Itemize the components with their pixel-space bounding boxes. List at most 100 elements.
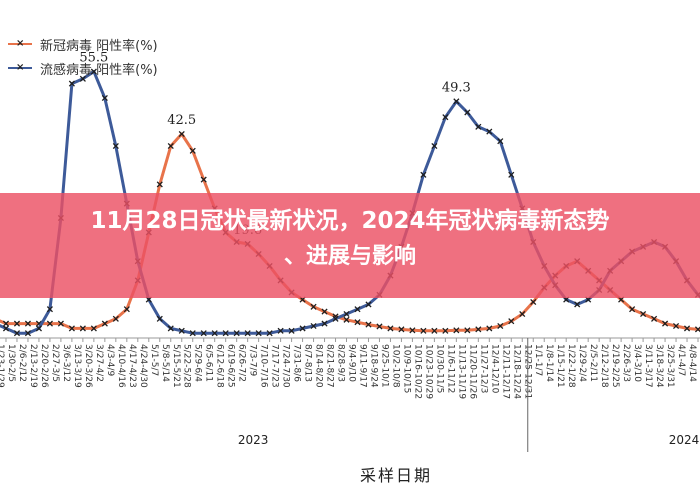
series-1-point [244, 330, 251, 337]
series-0-point [442, 327, 449, 334]
series-1-point [574, 301, 581, 308]
series-0-point [464, 327, 471, 334]
x-tick-label: 10/16-10/22 [412, 344, 422, 399]
x-tick-label: 9/18-9/24 [368, 344, 378, 388]
legend-label-covid: 新冠病毒 阳性率(%) [40, 38, 158, 54]
series-1-point [299, 325, 306, 332]
x-tick-label: 10/23-10/29 [423, 344, 433, 399]
x-tick-label: 1/1-1/7 [533, 344, 543, 376]
series-0-point [453, 327, 460, 334]
x-tick-label: 7/24-7/30 [281, 344, 291, 388]
data-label: 49.3 [442, 80, 471, 95]
series-0-point [2, 320, 10, 327]
series-1-point [332, 315, 339, 322]
x-tick-label: 11/6-11/12 [445, 344, 455, 393]
series-0-point [321, 308, 328, 315]
x-tick-label: 3/6-3/12 [61, 344, 71, 382]
series-0-point [672, 322, 680, 330]
series-0-point [431, 327, 438, 334]
series-1-point [13, 330, 21, 337]
x-tick-label: 2/20-2/26 [39, 344, 49, 388]
x-tick-label: 1/23-1/29 [0, 344, 5, 388]
series-1-point [508, 171, 515, 178]
x-tick-label: 10/30-11/5 [434, 344, 444, 393]
series-0-point [13, 320, 21, 327]
x-tick-label: 10/2-10/8 [390, 344, 400, 388]
x-tick-label: 2/5-2/11 [588, 344, 598, 382]
x-tick-label: 7/10-7/16 [259, 344, 269, 388]
series-1-point [354, 306, 361, 313]
chart-legend: × 新冠病毒 阳性率(%) × 流感病毒 阳性率(%) [8, 32, 158, 80]
x-tick-label: 2/13-2/19 [28, 344, 38, 388]
series-1-point [112, 142, 119, 150]
legend-item-covid: × 新冠病毒 阳性率(%) [8, 32, 158, 56]
series-1-point [321, 320, 328, 327]
series-0-point [200, 176, 207, 183]
series-0-point [475, 326, 482, 333]
year-label-2024: 2024 [669, 433, 700, 447]
x-tick-label: 5/29-6/4 [193, 344, 203, 382]
x-tick-label: 11/20-11/26 [467, 344, 477, 399]
series-0-point [24, 320, 32, 327]
series-1-point [24, 330, 32, 337]
x-tick-label: 3/18-3/24 [654, 344, 664, 388]
x-tick-label: 5/15-5/21 [171, 344, 181, 388]
legend-swatch-flu: × [8, 63, 32, 73]
x-tick-label: 11/27-12/3 [478, 344, 488, 393]
series-1-point [310, 322, 317, 330]
x-tick-label: 8/21-8/27 [325, 344, 335, 388]
x-tick-label: 5/1-5/7 [149, 344, 159, 376]
x-tick-label: 4/15-4/21 [698, 344, 700, 388]
x-tick-label: 4/8-4/14 [687, 344, 697, 382]
data-label: 42.5 [167, 113, 196, 128]
series-0-point [101, 320, 108, 327]
series-1-point [200, 330, 207, 337]
series-0-point [651, 315, 658, 322]
series-0-point [519, 310, 526, 318]
x-tick-label: 12/18-12/24 [511, 344, 521, 399]
x-tick-label: 7/31-8/6 [292, 344, 302, 382]
x-tick-label: 9/11-9/17 [357, 344, 367, 388]
x-tick-label: 2/12-2/18 [599, 344, 609, 388]
x-tick-label: 6/12-6/18 [215, 344, 225, 388]
series-1-point [464, 109, 471, 116]
x-tick-label: 9/4-9/10 [347, 344, 357, 382]
x-tick-label: 9/25-10/1 [379, 344, 389, 388]
series-1-point [343, 310, 350, 318]
series-0-point [46, 320, 53, 327]
series-0-point [189, 147, 196, 154]
series-0-point [420, 327, 427, 334]
x-tick-label: 6/19-6/25 [226, 344, 236, 388]
series-0-point [112, 315, 119, 322]
legend-item-flu: × 流感病毒 阳性率(%) [8, 56, 158, 80]
series-1-point [211, 330, 218, 337]
data-label: 55.5 [79, 51, 108, 66]
series-0-point [57, 320, 64, 327]
series-0-point [167, 142, 174, 150]
x-tick-label: 1/29-2/4 [577, 344, 587, 382]
series-1-point [431, 142, 438, 150]
x-tick-label: 8/28-9/3 [336, 344, 346, 382]
x-tick-label: 10/9-10/15 [401, 344, 411, 393]
series-1-point [233, 330, 240, 337]
series-1-point [266, 330, 273, 337]
x-tick-label: 1/22-1/28 [566, 344, 576, 388]
series-1-point [178, 327, 185, 334]
series-1-point [288, 327, 295, 334]
series-0-point [123, 306, 130, 313]
x-tick-label: 6/26-7/2 [237, 344, 247, 382]
series-1-point [365, 301, 372, 308]
series-1-point [2, 325, 10, 332]
x-tick-label: 2/27-3/5 [50, 344, 60, 382]
series-0-point [640, 310, 647, 318]
x-tick-label: 7/17-7/23 [270, 344, 280, 388]
series-1-point [167, 325, 174, 332]
legend-label-flu: 流感病毒 阳性率(%) [40, 62, 158, 78]
series-1-point [453, 98, 460, 105]
series-0-point [365, 321, 372, 328]
series-0-point [409, 327, 416, 334]
x-axis-title: 采样日期 [360, 466, 433, 485]
series-0-point [156, 181, 163, 188]
series-0-point [530, 298, 537, 306]
series-1-point [255, 330, 262, 337]
